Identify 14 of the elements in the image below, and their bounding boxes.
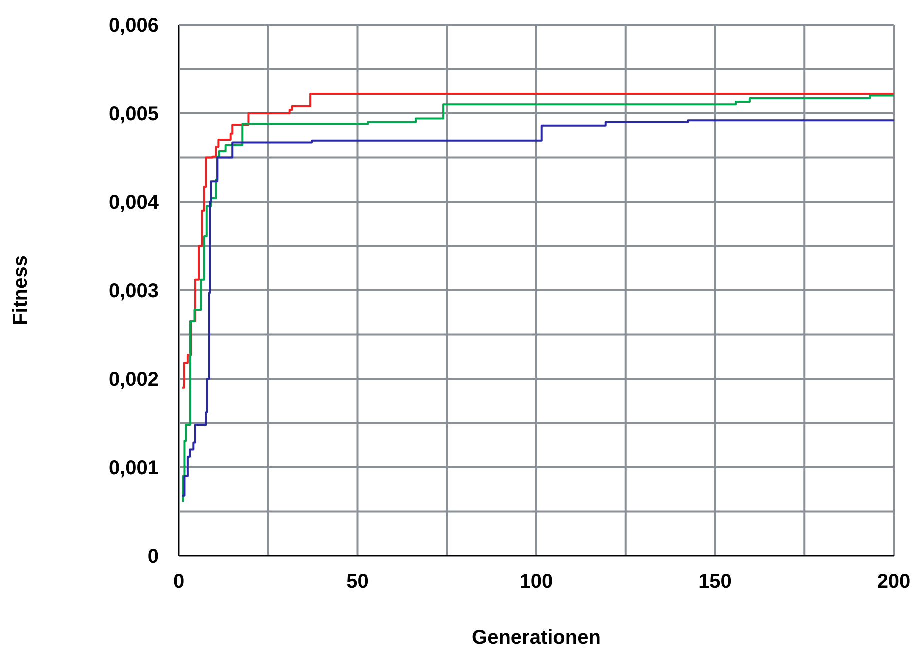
y-axis-title: Fitness [10,255,32,326]
y-tick-label: 0,004 [108,192,160,214]
y-tick-label: 0,006 [108,15,159,38]
x-tick-label: 150 [698,571,732,594]
y-tick-label: 0,003 [108,280,159,303]
x-tick-label: 200 [877,571,911,594]
y-tick-label: 0,001 [108,458,159,480]
x-tick-label: 0 [173,571,185,594]
x-tick-label: 100 [520,571,554,594]
y-tick-label: 0 [148,546,159,568]
y-tick-label: 0,002 [108,369,159,392]
x-tick-label: 50 [346,571,369,594]
y-tick-label: 0,005 [108,104,159,126]
x-axis-title: Generationen [472,627,601,649]
